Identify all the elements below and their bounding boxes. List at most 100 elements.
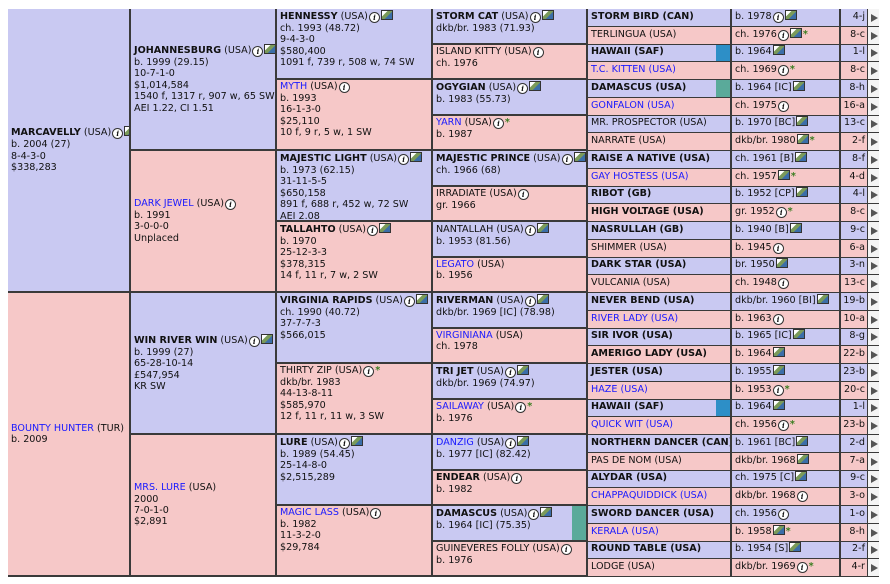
horse-name-link[interactable]: SIR IVOR (USA) xyxy=(591,330,673,341)
horse-name-link[interactable]: VIRGINIA RAPIDS xyxy=(280,295,373,306)
horse-info-icon[interactable]: i xyxy=(517,189,529,200)
horse-name-link[interactable]: HIGH VOLTAGE (USA) xyxy=(591,206,704,217)
horse-info-icon[interactable]: i xyxy=(772,243,784,254)
expand-arrow-button[interactable] xyxy=(867,471,879,487)
horse-name-link[interactable]: WIN RIVER WIN xyxy=(134,334,218,346)
horse-name-link[interactable]: ISLAND KITTY xyxy=(436,46,502,57)
expand-arrow-button[interactable] xyxy=(867,240,879,257)
horse-info-icon[interactable]: i xyxy=(777,101,789,112)
expand-arrow-button[interactable] xyxy=(867,98,879,115)
horse-photo-icon[interactable] xyxy=(796,454,809,464)
horse-info-icon[interactable]: i xyxy=(505,438,517,449)
horse-info-icon[interactable]: i xyxy=(777,420,789,431)
expand-arrow-button[interactable] xyxy=(867,559,879,576)
horse-name-link[interactable]: NANTALLAH xyxy=(436,224,494,235)
horse-photo-icon[interactable] xyxy=(350,436,363,446)
horse-name-link[interactable]: TERLINGUA (USA) xyxy=(591,29,677,40)
horse-info-icon[interactable]: i xyxy=(524,225,536,236)
horse-name-link[interactable]: T.C. KITTEN (USA) xyxy=(591,64,676,75)
horse-info-icon[interactable]: i xyxy=(777,509,789,520)
horse-photo-icon[interactable] xyxy=(772,400,785,410)
horse-info-icon[interactable]: i xyxy=(504,367,516,378)
horse-name-link[interactable]: GONFALON (USA) xyxy=(591,100,675,111)
horse-photo-icon[interactable] xyxy=(264,43,275,54)
horse-info-icon[interactable]: i xyxy=(772,385,784,396)
horse-photo-icon[interactable] xyxy=(777,170,790,180)
horse-name-link[interactable]: SHIMMER (USA) xyxy=(591,242,667,253)
horse-info-icon[interactable]: i xyxy=(524,296,536,307)
expand-arrow-button[interactable] xyxy=(867,62,879,79)
horse-name-link[interactable]: OGYGIAN xyxy=(436,82,486,93)
horse-name-link[interactable]: STORM CAT xyxy=(436,11,499,22)
expand-arrow-button[interactable] xyxy=(867,151,879,168)
horse-info-icon[interactable]: i xyxy=(398,154,410,165)
horse-name-link[interactable]: ROUND TABLE (USA) xyxy=(591,543,702,554)
horse-photo-icon[interactable] xyxy=(573,152,586,162)
horse-name-link[interactable]: STORM BIRD (CAN) xyxy=(591,11,694,22)
horse-name-link[interactable]: MAJESTIC PRINCE xyxy=(436,153,531,164)
horse-name-link[interactable]: KERALA (USA) xyxy=(591,526,659,537)
expand-arrow-button[interactable] xyxy=(867,417,879,434)
horse-name-link[interactable]: DAMASCUS (USA) xyxy=(591,82,687,93)
horse-photo-icon[interactable] xyxy=(772,525,785,535)
horse-name-link[interactable]: PAS DE NOM (USA) xyxy=(591,455,682,466)
horse-info-icon[interactable]: i xyxy=(532,47,544,58)
expand-arrow-button[interactable] xyxy=(867,80,879,97)
horse-name-link[interactable]: MAGIC LASS xyxy=(280,507,339,518)
horse-name-link[interactable]: MARCAVELLY xyxy=(11,127,81,139)
horse-info-icon[interactable]: i xyxy=(224,198,236,210)
horse-photo-icon[interactable] xyxy=(789,28,802,38)
horse-name-link[interactable]: HAZE (USA) xyxy=(591,384,648,395)
horse-photo-icon[interactable] xyxy=(775,258,788,268)
expand-arrow-button[interactable] xyxy=(867,187,879,203)
horse-photo-icon[interactable] xyxy=(796,134,809,144)
horse-name-link[interactable]: SAILAWAY xyxy=(436,401,484,412)
horse-name-link[interactable]: RIVERMAN xyxy=(436,295,494,306)
horse-info-icon[interactable]: i xyxy=(338,82,350,93)
horse-name-link[interactable]: DAMASCUS xyxy=(436,508,498,519)
horse-photo-icon[interactable] xyxy=(541,10,554,20)
horse-photo-icon[interactable] xyxy=(380,10,393,20)
horse-photo-icon[interactable] xyxy=(789,542,802,552)
horse-info-icon[interactable]: i xyxy=(529,12,541,23)
expand-arrow-button[interactable] xyxy=(867,222,879,239)
horse-info-icon[interactable]: i xyxy=(775,207,787,218)
horse-name-link[interactable]: NARRATE (USA) xyxy=(591,135,666,146)
horse-photo-icon[interactable] xyxy=(772,365,785,375)
expand-arrow-button[interactable] xyxy=(867,275,879,292)
horse-info-icon[interactable]: i xyxy=(777,278,789,289)
horse-name-link[interactable]: NEVER BEND (USA) xyxy=(591,295,695,306)
horse-name-link[interactable]: DARK STAR (USA) xyxy=(591,259,687,270)
horse-photo-icon[interactable] xyxy=(529,81,542,91)
horse-name-link[interactable]: VULCANIA (USA) xyxy=(591,277,671,288)
horse-info-icon[interactable]: i xyxy=(777,65,789,76)
expand-arrow-button[interactable] xyxy=(867,364,879,381)
horse-info-icon[interactable]: i xyxy=(517,83,529,94)
horse-name-link[interactable]: QUICK WIT (USA) xyxy=(591,419,674,430)
expand-arrow-button[interactable] xyxy=(867,488,879,505)
expand-arrow-button[interactable] xyxy=(867,400,879,416)
expand-arrow-button[interactable] xyxy=(867,311,879,328)
horse-name-link[interactable]: ALYDAR (USA) xyxy=(591,472,667,483)
horse-name-link[interactable]: VIRGINIANA xyxy=(436,330,493,341)
expand-arrow-button[interactable] xyxy=(867,116,879,132)
horse-name-link[interactable]: DANZIG xyxy=(436,437,474,448)
expand-arrow-button[interactable] xyxy=(867,9,879,26)
expand-arrow-button[interactable] xyxy=(867,453,879,470)
expand-arrow-button[interactable] xyxy=(867,346,879,363)
horse-name-link[interactable]: JOHANNESBURG xyxy=(134,44,222,56)
expand-arrow-button[interactable] xyxy=(867,382,879,399)
horse-photo-icon[interactable] xyxy=(536,223,549,233)
horse-name-link[interactable]: TRI JET xyxy=(436,366,474,377)
expand-arrow-button[interactable] xyxy=(867,27,879,44)
horse-info-icon[interactable]: i xyxy=(363,366,375,377)
horse-name-link[interactable]: LEGATO xyxy=(436,259,475,270)
horse-info-icon[interactable]: i xyxy=(772,12,784,23)
horse-name-link[interactable]: RAISE A NATIVE (USA) xyxy=(591,153,710,164)
expand-arrow-button[interactable] xyxy=(867,293,879,310)
horse-photo-icon[interactable] xyxy=(124,126,129,137)
horse-name-link[interactable]: BOUNTY HUNTER xyxy=(11,422,94,434)
horse-info-icon[interactable]: i xyxy=(777,30,789,41)
horse-photo-icon[interactable] xyxy=(772,347,785,357)
horse-info-icon[interactable]: i xyxy=(403,296,415,307)
